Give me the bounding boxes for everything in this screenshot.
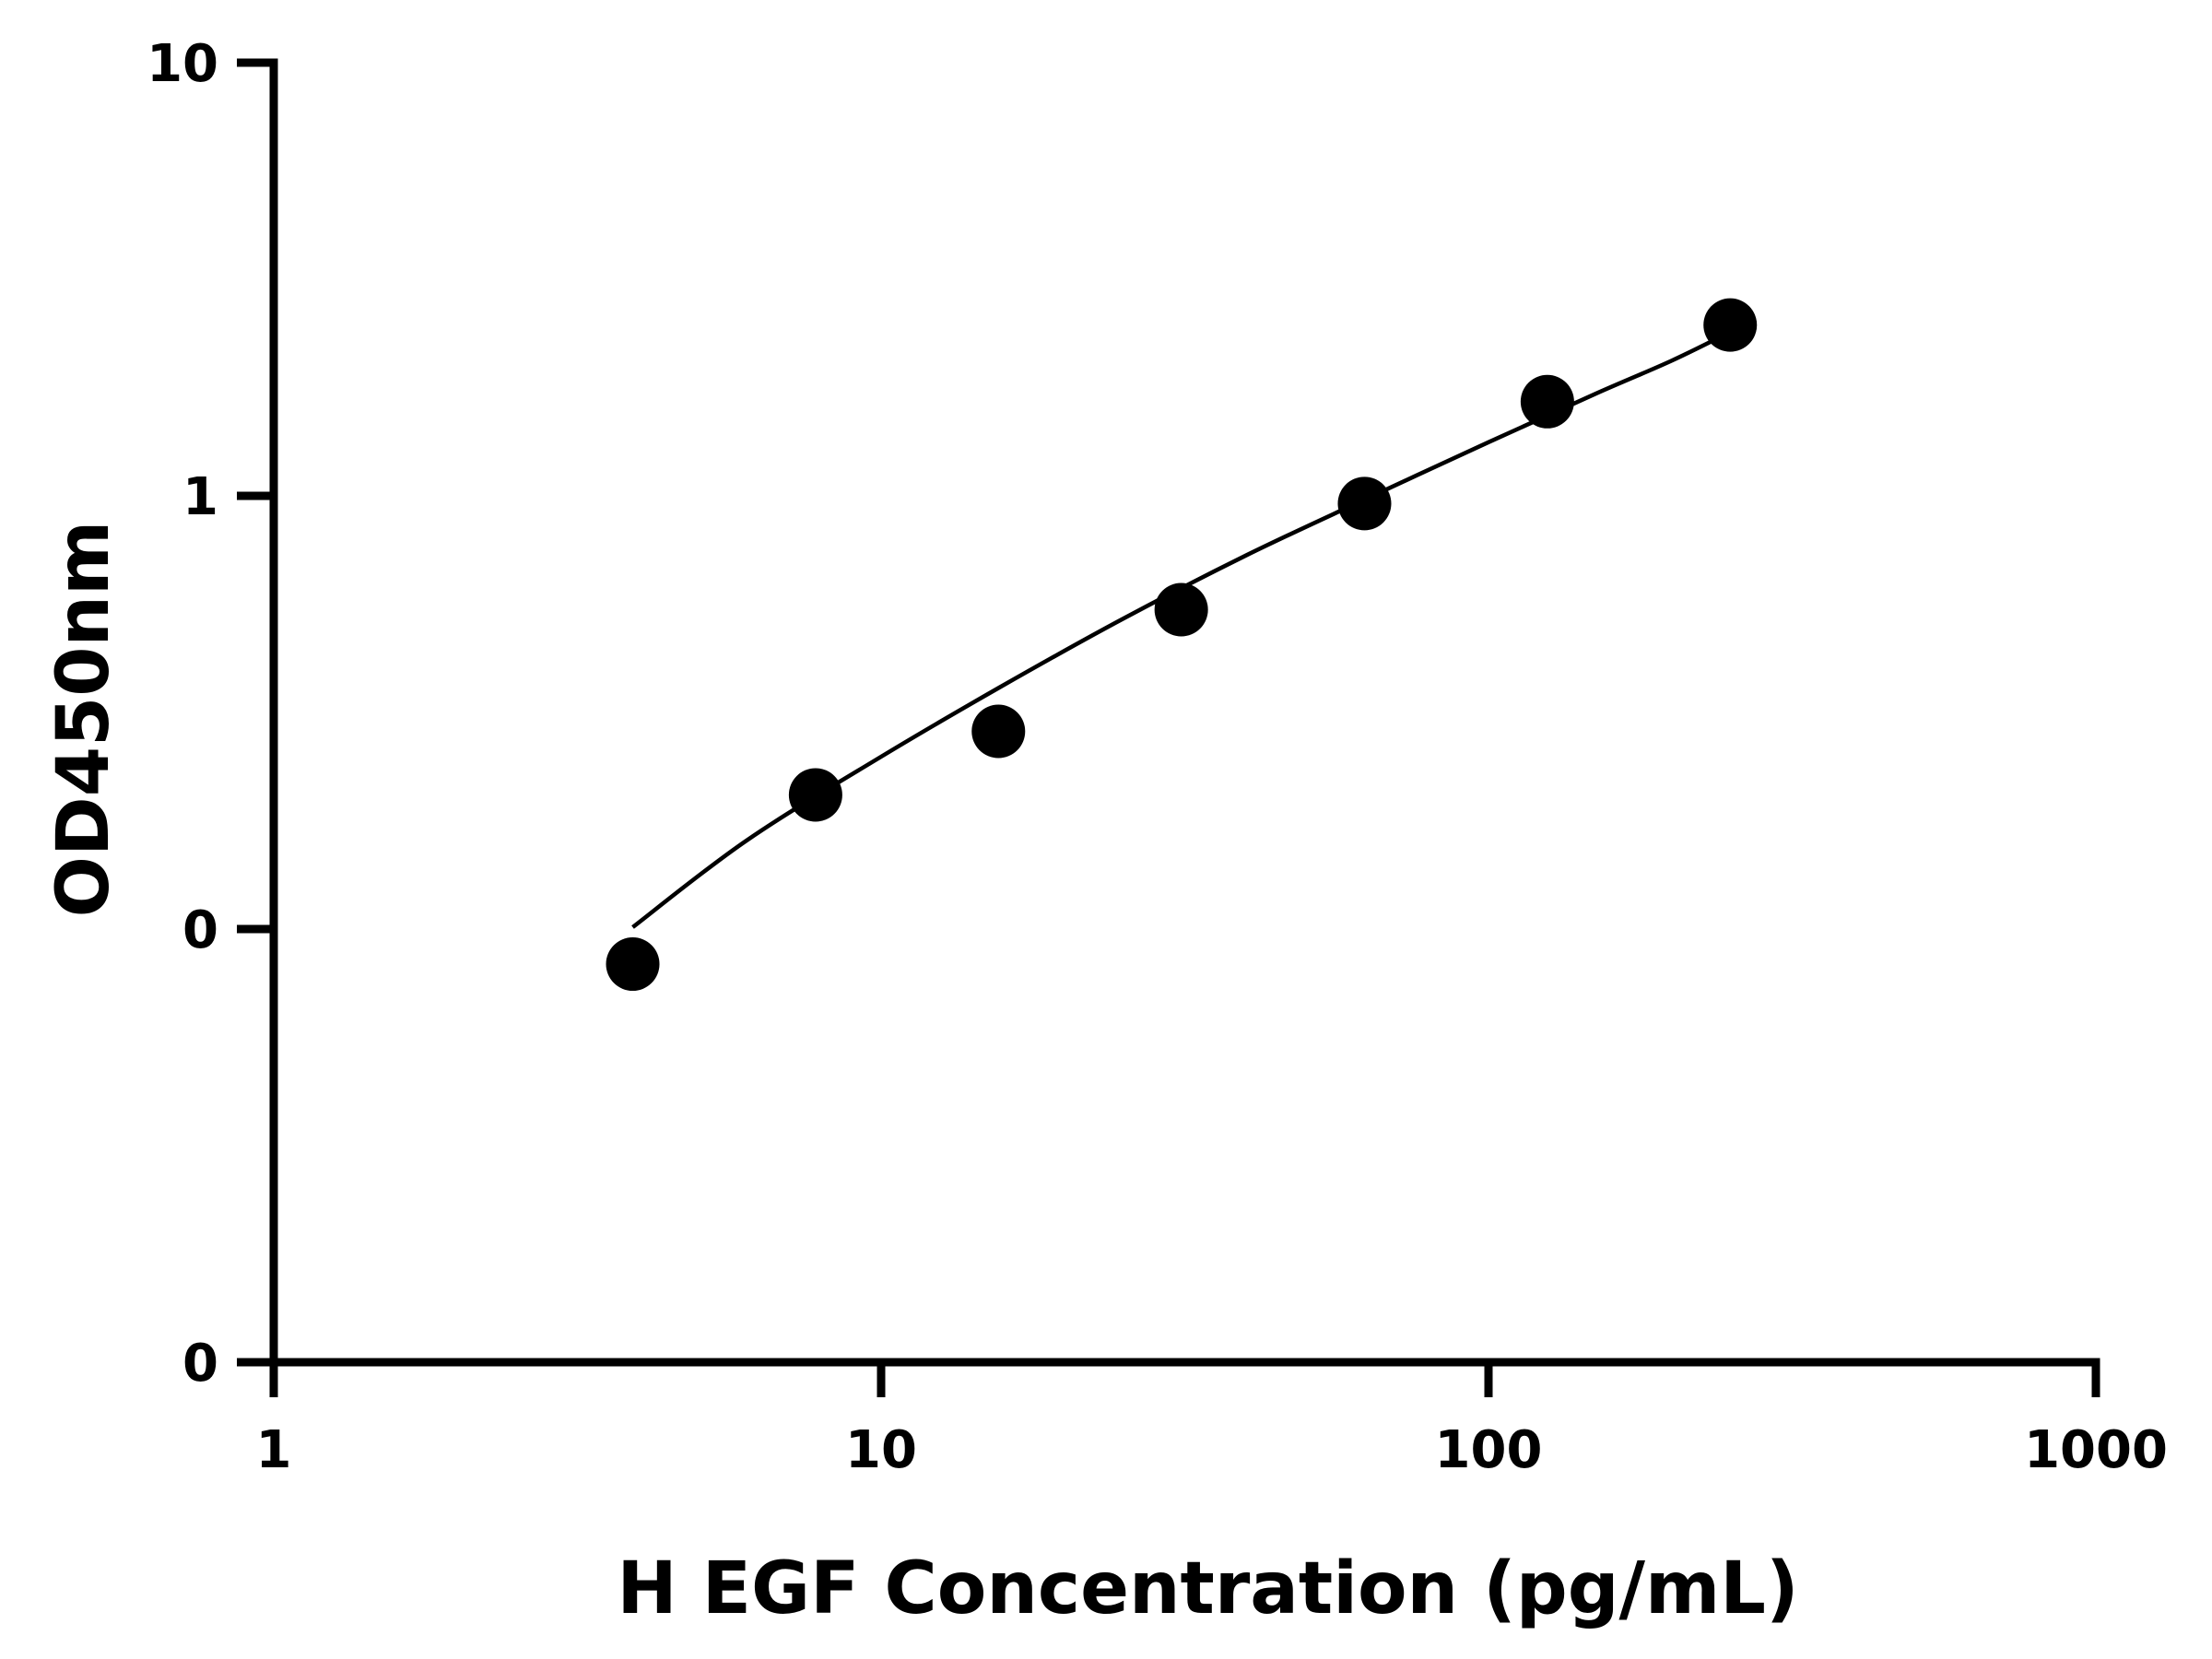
y-ticks: 0 0 1 10 — [147, 34, 274, 1394]
x-ticks: 1 10 100 1000 — [256, 1362, 2168, 1480]
data-point — [1154, 582, 1208, 637]
data-point — [606, 937, 660, 992]
x-axis-title: H EGF Concentration (pg/mL) — [617, 1547, 1798, 1630]
y-tick-label: 0 — [182, 1334, 218, 1394]
x-tick-label: 1 — [256, 1420, 292, 1480]
data-point — [1337, 477, 1392, 531]
data-point — [1520, 374, 1574, 429]
y-axis-title: OD450nm — [42, 521, 125, 918]
data-point — [971, 704, 1026, 759]
x-tick-label: 10 — [845, 1420, 917, 1480]
y-tick-label: 10 — [147, 34, 218, 94]
data-points — [606, 298, 1758, 992]
data-point — [788, 768, 842, 822]
axes — [269, 58, 2100, 1367]
x-tick-label: 1000 — [2024, 1420, 2168, 1480]
data-point — [1703, 298, 1758, 352]
x-tick-label: 100 — [1435, 1420, 1543, 1480]
y-tick-label: 0 — [182, 900, 218, 960]
y-tick-label: 1 — [182, 467, 218, 527]
